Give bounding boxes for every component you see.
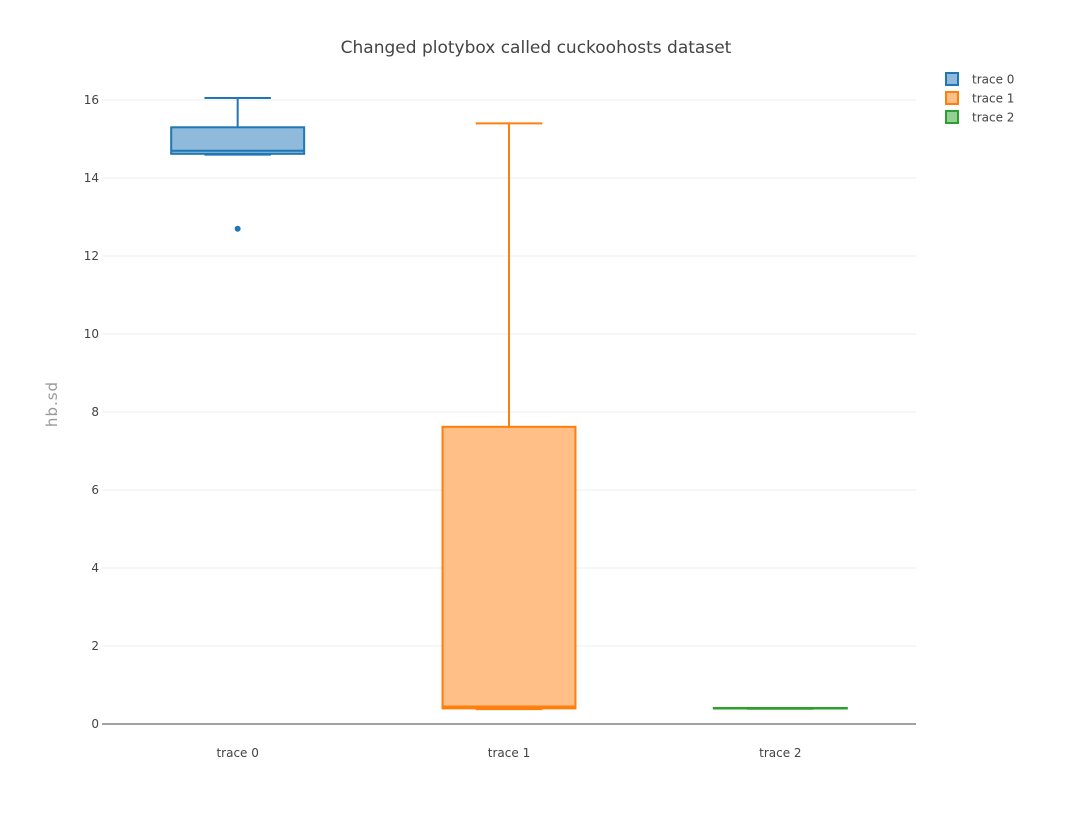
chart-title: Changed plotybox called cuckoohosts data…	[341, 38, 732, 58]
y-tick-label: 14	[84, 171, 99, 185]
legend[interactable]: trace 0 trace 1 trace 2	[945, 72, 1014, 125]
y-tick-label: 4	[91, 561, 99, 575]
legend-item-trace-2[interactable]: trace 2	[945, 110, 1014, 125]
y-tick-label: 0	[91, 717, 99, 731]
x-tick-label: trace 0	[216, 746, 258, 760]
y-tick-label: 8	[91, 405, 99, 419]
legend-label: trace 0	[972, 73, 1014, 87]
x-tick-label: trace 2	[759, 746, 801, 760]
legend-item-trace-1[interactable]: trace 1	[945, 91, 1014, 106]
y-tick-label: 10	[84, 327, 99, 341]
x-tick-label: trace 1	[488, 746, 530, 760]
y-axis-label: hb.sd	[43, 381, 61, 427]
box-trace-0	[170, 97, 306, 232]
y-axis-ticks: 0 2 4 6 8 10 12 14 16	[84, 93, 99, 731]
x-axis-ticks: trace 0 trace 1 trace 2	[216, 746, 801, 760]
box-trace-2	[712, 707, 848, 710]
legend-label: trace 1	[972, 92, 1014, 106]
box-series	[170, 97, 848, 711]
legend-label: trace 2	[972, 111, 1014, 125]
y-tick-label: 2	[91, 639, 99, 653]
legend-swatch	[945, 110, 959, 124]
box-body	[170, 126, 306, 155]
legend-swatch	[945, 91, 959, 105]
legend-item-trace-0[interactable]: trace 0	[945, 72, 1014, 87]
outlier-point	[234, 225, 241, 232]
box-trace-1	[441, 122, 577, 711]
y-tick-label: 6	[91, 483, 99, 497]
box-body	[441, 425, 577, 710]
y-tick-label: 12	[84, 249, 99, 263]
y-tick-label: 16	[84, 93, 99, 107]
legend-swatch	[945, 72, 959, 86]
